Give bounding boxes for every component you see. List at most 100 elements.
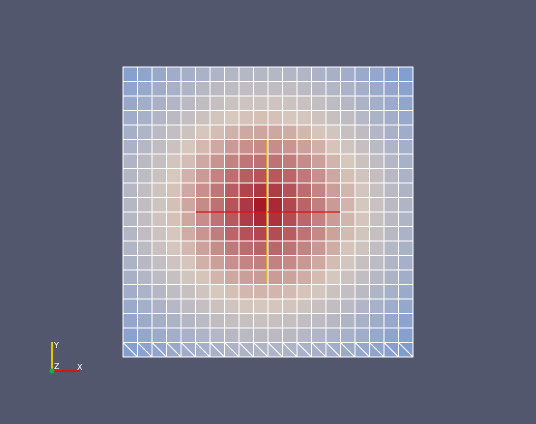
mesh-cell xyxy=(282,168,298,184)
mesh-cell xyxy=(325,240,341,256)
mesh-cell xyxy=(166,124,182,140)
triangle-diagonal xyxy=(340,342,356,358)
mesh-cell xyxy=(282,313,298,329)
mesh-cell xyxy=(151,284,167,300)
mesh-cell xyxy=(137,327,153,343)
mesh-cell xyxy=(398,255,414,271)
mesh-cell xyxy=(398,269,414,285)
mesh-cell xyxy=(354,298,370,314)
colored-mesh-surface[interactable] xyxy=(122,66,414,358)
mesh-cell xyxy=(369,327,385,343)
mesh-cell xyxy=(151,298,167,314)
mesh-cell xyxy=(398,182,414,198)
mesh-cell xyxy=(296,211,312,227)
mesh-cell xyxy=(253,313,269,329)
triangle-diagonal xyxy=(166,342,182,358)
mesh-cell xyxy=(296,153,312,169)
mesh-cell xyxy=(282,95,298,111)
mesh-cell xyxy=(340,313,356,329)
mesh-cell xyxy=(296,139,312,155)
mesh-cell xyxy=(253,66,269,82)
mesh-cell xyxy=(398,226,414,242)
mesh-cell xyxy=(180,269,196,285)
mesh-cell xyxy=(209,255,225,271)
mesh-cell xyxy=(282,226,298,242)
mesh-cell xyxy=(180,226,196,242)
mesh-cell xyxy=(224,124,240,140)
triangulated-bottom-row xyxy=(122,342,414,358)
mesh-cell xyxy=(311,139,327,155)
triangle-diagonal xyxy=(238,342,254,358)
mesh-cell xyxy=(209,95,225,111)
mesh-cell xyxy=(369,95,385,111)
mesh-cell xyxy=(267,66,283,82)
mesh-cell xyxy=(369,168,385,184)
mesh-cell xyxy=(238,124,254,140)
mesh-cell xyxy=(296,284,312,300)
mesh-cell xyxy=(282,81,298,97)
mesh-cell xyxy=(180,95,196,111)
mesh-cell xyxy=(224,182,240,198)
mesh-cell xyxy=(151,226,167,242)
mesh-cell xyxy=(209,168,225,184)
mesh-cell xyxy=(325,211,341,227)
mesh-cell xyxy=(282,66,298,82)
mesh-cell xyxy=(369,284,385,300)
mesh-cell xyxy=(296,313,312,329)
mesh-cell xyxy=(137,110,153,126)
mesh-cell xyxy=(354,153,370,169)
mesh-cell xyxy=(137,255,153,271)
mesh-cell xyxy=(383,284,399,300)
mesh-cell xyxy=(180,124,196,140)
mesh-cell xyxy=(209,124,225,140)
mesh-cell xyxy=(340,182,356,198)
mesh-cell xyxy=(398,110,414,126)
mesh-cell xyxy=(282,255,298,271)
mesh-cell xyxy=(267,240,283,256)
mesh-cell xyxy=(195,66,211,82)
mesh-cell xyxy=(354,284,370,300)
mesh-cell xyxy=(383,66,399,82)
mesh-cell xyxy=(296,197,312,213)
mesh-cell xyxy=(137,298,153,314)
mesh-cell xyxy=(282,182,298,198)
mesh-cell xyxy=(166,168,182,184)
mesh-cell xyxy=(253,197,269,213)
mesh-cell xyxy=(325,81,341,97)
mesh-cell xyxy=(354,269,370,285)
mesh-cell xyxy=(122,124,138,140)
mesh-cell xyxy=(166,226,182,242)
mesh-cell xyxy=(383,298,399,314)
mesh-cell xyxy=(253,182,269,198)
triangle-diagonal xyxy=(224,342,240,358)
mesh-cell xyxy=(354,168,370,184)
mesh-cell xyxy=(224,226,240,242)
mesh-cell xyxy=(340,124,356,140)
mesh-cell xyxy=(151,168,167,184)
z-axis-label: Z xyxy=(54,362,60,371)
mesh-cell xyxy=(224,168,240,184)
mesh-cell xyxy=(267,197,283,213)
mesh-cell xyxy=(238,327,254,343)
mesh-cell xyxy=(340,284,356,300)
mesh-cell xyxy=(354,226,370,242)
mesh-cell xyxy=(180,197,196,213)
mesh-cell xyxy=(398,240,414,256)
mesh-cell xyxy=(311,168,327,184)
mesh-cell xyxy=(383,269,399,285)
mesh-cell xyxy=(253,95,269,111)
mesh-cell xyxy=(238,211,254,227)
mesh-cell xyxy=(267,327,283,343)
mesh-cell xyxy=(209,327,225,343)
mesh-cell xyxy=(180,327,196,343)
triangle-diagonal xyxy=(253,342,269,358)
mesh-cell xyxy=(253,153,269,169)
mesh-cell xyxy=(238,95,254,111)
mesh-cell xyxy=(137,313,153,329)
center-crosshair xyxy=(196,140,340,284)
mesh-cell xyxy=(354,240,370,256)
mesh-cell xyxy=(354,81,370,97)
mesh-cell xyxy=(354,66,370,82)
